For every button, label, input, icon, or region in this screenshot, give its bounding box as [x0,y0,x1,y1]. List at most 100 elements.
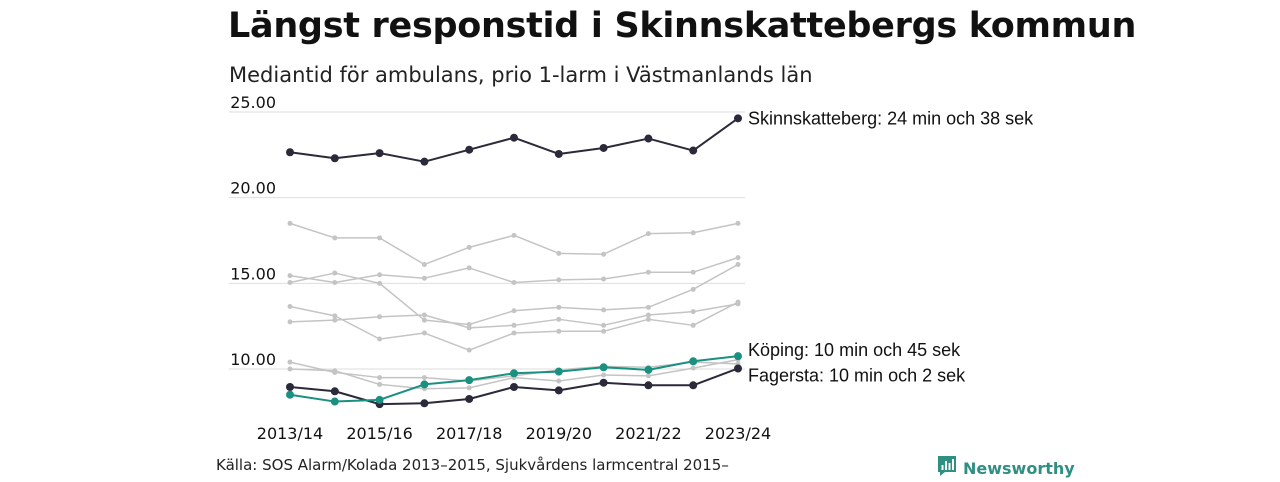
data-point [287,303,293,309]
data-point [332,279,338,285]
series-line [289,263,739,326]
y-tick-label: 20.00 [230,179,276,198]
data-point [287,273,293,279]
data-point [466,321,472,327]
data-point [330,154,339,163]
data-point [377,336,383,342]
data-point [421,275,427,281]
data-point [332,313,338,319]
data-point [690,365,696,371]
data-point [554,386,563,395]
data-point [645,373,651,379]
x-tick-label: 2023/24 [705,424,771,443]
series-label: Köping: 10 min och 45 sek [748,340,961,360]
data-point [510,133,518,142]
data-point [375,149,384,158]
y-axis-labels: 10.00 15.00 20.00 25.00 [230,93,276,369]
series-labels: Fagersta: 10 min och 2 sek Köping: 10 min… [748,108,1034,385]
data-point [466,265,472,271]
series-label: Fagersta: 10 min och 2 sek [748,365,966,385]
series-other [287,299,741,353]
data-point [511,232,517,238]
x-tick-label: 2017/18 [436,424,502,443]
y-tick-label: 25.00 [230,93,276,112]
data-point [645,231,651,237]
chart-title: Längst responstid i Skinnskattebergs kom… [228,6,1137,46]
data-point [332,368,338,374]
data-point [690,230,696,236]
data-point [377,314,383,320]
data-point [287,279,293,285]
data-point [286,382,294,391]
data-point [420,399,429,408]
y-tick-label: 15.00 [230,264,276,283]
data-point [690,322,696,328]
data-point [554,149,563,158]
x-tick-label: 2021/22 [615,424,681,443]
data-point [734,114,742,123]
series-skinnskatteberg [286,114,742,166]
data-point [330,397,339,406]
series-other [287,261,741,327]
data-point [332,235,338,241]
data-point [421,312,427,318]
data-point [689,146,698,155]
data-point [420,157,429,166]
data-point [645,316,651,322]
data-point [644,381,653,390]
data-point [645,304,651,310]
data-point [377,375,383,381]
data-point [511,308,517,314]
data-point [690,309,696,315]
data-point [377,272,383,278]
data-point [286,390,294,399]
data-point [421,375,427,381]
data-point [377,280,383,286]
data-point [420,380,429,389]
data-point [375,395,384,404]
data-point [465,394,474,403]
data-point [332,270,338,276]
data-point [601,251,607,257]
data-point [287,319,293,325]
data-point [465,145,474,154]
newsworthy-logo-icon [937,455,957,482]
data-point [645,312,651,318]
x-axis-labels: 2013/14 2015/16 2017/18 2019/20 2021/22 2023/… [257,424,771,443]
data-point [690,286,696,292]
data-point [511,322,517,328]
series-other [287,220,741,267]
data-point [421,330,427,336]
data-point [735,220,741,226]
data-point [377,381,383,387]
data-point [556,316,562,322]
data-point [510,382,518,391]
data-point [645,269,651,275]
data-point [599,363,608,372]
data-point [465,376,474,385]
data-point [556,250,562,256]
data-point [601,307,607,313]
data-point [734,364,742,373]
data-point [735,255,741,261]
series-other [287,301,741,331]
data-point [377,235,383,241]
data-point [330,387,339,396]
data-point [421,261,427,267]
data-point [554,367,563,376]
data-point [735,301,741,307]
data-point [287,366,293,372]
data-point [644,365,653,374]
data-point [511,279,517,285]
brand[interactable]: Newsworthy [937,455,1075,482]
data-point [599,378,608,387]
data-point [556,304,562,310]
x-tick-label: 2019/20 [526,424,592,443]
x-tick-label: 2015/16 [346,424,412,443]
y-tick-label: 10.00 [230,350,276,369]
data-point [601,276,607,282]
data-point [287,220,293,226]
series-lines [286,114,742,409]
data-point [286,148,294,157]
data-point [332,317,338,323]
